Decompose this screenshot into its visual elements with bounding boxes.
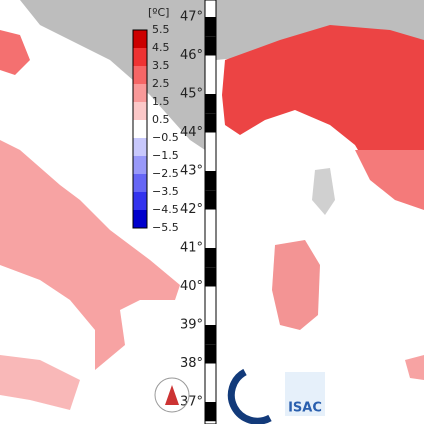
region-sardinia: [272, 240, 320, 330]
latitude-label: 46°: [180, 48, 203, 63]
colorbar-bin: [133, 48, 147, 67]
colorbar-label: 2.5: [152, 77, 170, 90]
latitude-label: 47°: [180, 10, 203, 25]
latitude-label: 45°: [180, 87, 203, 102]
latitude-label: 40°: [180, 279, 203, 294]
strip-segment: [205, 248, 216, 268]
colorbar-bin: [133, 84, 147, 103]
strip-segment: [205, 344, 216, 364]
latitude-label: 42°: [180, 202, 203, 217]
colorbar-bin: [133, 66, 147, 85]
civil-protection-logo: [154, 377, 190, 413]
colorbar-label: −4.5: [152, 203, 179, 216]
latitude-label: 41°: [180, 241, 203, 256]
region-tuscany: [355, 150, 424, 210]
isac-logo-bg: [285, 372, 325, 416]
colorbar-bin: [133, 192, 147, 211]
strip-segment: [205, 17, 216, 37]
colorbar-label: −0.5: [152, 131, 179, 144]
strip-segment: [205, 36, 216, 56]
colorbar-label: 4.5: [152, 41, 170, 54]
civil-protection-icon: [165, 385, 179, 405]
colorbar-frame: [132, 29, 148, 229]
colorbar-bin: [133, 174, 147, 193]
latitude-label: 39°: [180, 318, 203, 333]
strip-segment: [205, 402, 216, 422]
latitude-label: 44°: [180, 125, 203, 140]
corsica: [312, 168, 335, 215]
colorbar-bin: [133, 156, 147, 175]
strip-segment: [205, 171, 216, 191]
colorbar-bin: [133, 120, 147, 139]
region-south: [405, 355, 424, 380]
region-south-italy: [0, 140, 180, 370]
colorbar-label: −5.5: [152, 221, 179, 234]
strip-segment: [205, 325, 216, 345]
strip-segment: [205, 190, 216, 210]
colorbar-bin: [133, 102, 147, 121]
latitude-strip: 47°46°45°44°43°42°41°40°39°38°37°: [180, 0, 217, 424]
colorbar-bin: [133, 30, 147, 49]
colorbar-unit: [ºC]: [148, 6, 169, 19]
strip-bg: [204, 0, 217, 424]
colorbar-label: 5.5: [152, 23, 170, 36]
colorbar: [ºC] 5.5 4.5 3.5 2.5 1.5 0.5 −0.5 −1.5 −2.5 −3.5 −…: [132, 6, 179, 234]
isac-logo: ISAC: [288, 401, 322, 416]
colorbar-label: 0.5: [152, 113, 170, 126]
balkan-terrain: [20, 0, 205, 150]
left-panel: [0, 0, 205, 424]
strip-segment: [205, 113, 216, 133]
strip-segment: [205, 267, 216, 287]
right-panel: [216, 0, 424, 424]
colorbar-bin: [133, 138, 147, 157]
cnr-logo: [227, 368, 272, 424]
region-north: [0, 30, 30, 75]
logos: ISAC: [154, 368, 325, 424]
latitude-label: 38°: [180, 356, 203, 371]
colorbar-label: −3.5: [152, 185, 179, 198]
colorbar-label: 1.5: [152, 95, 170, 108]
strip-segment: [205, 94, 216, 114]
colorbar-bin: [133, 210, 147, 229]
region-sicily: [0, 355, 80, 410]
colorbar-label: 3.5: [152, 59, 170, 72]
latitude-label: 43°: [180, 164, 203, 179]
colorbar-label: −1.5: [152, 149, 179, 162]
colorbar-label: −2.5: [152, 167, 179, 180]
